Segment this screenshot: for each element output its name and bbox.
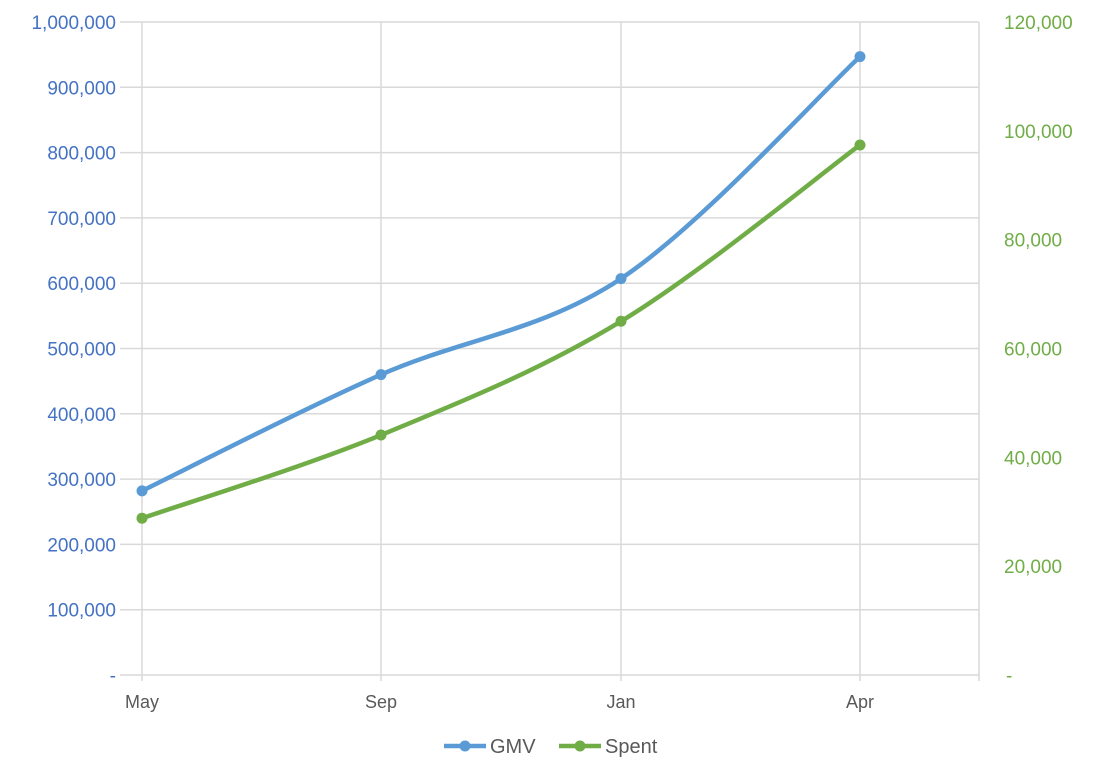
y-axis-left: - 100,000 200,000 300,000 400,000 500,000 600,… (31, 13, 116, 687)
y-left-tick-label: 800,000 (47, 144, 116, 165)
y-right-tick-label: 100,000 (1004, 122, 1073, 143)
data-point-gmv (375, 369, 387, 381)
data-point-spent (615, 315, 627, 327)
y-right-tick-label: 60,000 (1004, 340, 1062, 361)
y-left-tick-label: 200,000 (47, 535, 116, 556)
y-right-tick-label: 40,000 (1004, 448, 1062, 469)
y-left-tick-label: 300,000 (47, 470, 116, 491)
legend: GMV Spent (444, 736, 658, 758)
grid (120, 21, 980, 681)
y-left-tick-label: 400,000 (47, 405, 116, 426)
series-line-spent (139, 142, 863, 521)
data-point-spent (136, 512, 148, 524)
y-axis-right: - 20,000 40,000 60,000 80,000 100,000 120,000 (1004, 13, 1073, 687)
series-gmv (136, 51, 866, 497)
y-right-tick-label: 20,000 (1004, 557, 1062, 578)
series-line-gmv (139, 54, 863, 494)
legend-label: GMV (490, 736, 536, 758)
series-layer (136, 51, 866, 524)
y-left-tick-label: 1,000,000 (31, 13, 116, 34)
legend-entry-gmv: GMV (444, 736, 536, 758)
data-point-gmv (615, 273, 627, 285)
x-tick-label: Sep (365, 692, 397, 712)
legend-swatch-marker (574, 740, 586, 752)
y-left-tick-label: 100,000 (47, 601, 116, 622)
series-spent (136, 139, 866, 524)
y-right-tick-label: - (1006, 666, 1012, 687)
legend-swatch-marker (459, 740, 471, 752)
y-left-tick-label: 500,000 (47, 340, 116, 361)
x-tick-label: Apr (846, 692, 874, 712)
data-point-gmv (854, 51, 866, 63)
y-right-tick-label: 80,000 (1004, 231, 1062, 252)
x-axis: May Sep Jan Apr (125, 692, 874, 712)
data-point-spent (375, 429, 387, 441)
x-tick-label: May (125, 692, 159, 712)
data-point-spent (854, 139, 866, 151)
y-left-tick-label: 700,000 (47, 209, 116, 230)
legend-entry-spent: Spent (559, 736, 658, 758)
y-left-tick-label: 900,000 (47, 78, 116, 99)
y-left-tick-label: 600,000 (47, 274, 116, 295)
legend-label: Spent (605, 736, 658, 758)
x-tick-label: Jan (606, 692, 635, 712)
y-right-tick-label: 120,000 (1004, 13, 1073, 34)
data-point-gmv (136, 485, 148, 497)
y-left-tick-label: - (110, 666, 116, 687)
